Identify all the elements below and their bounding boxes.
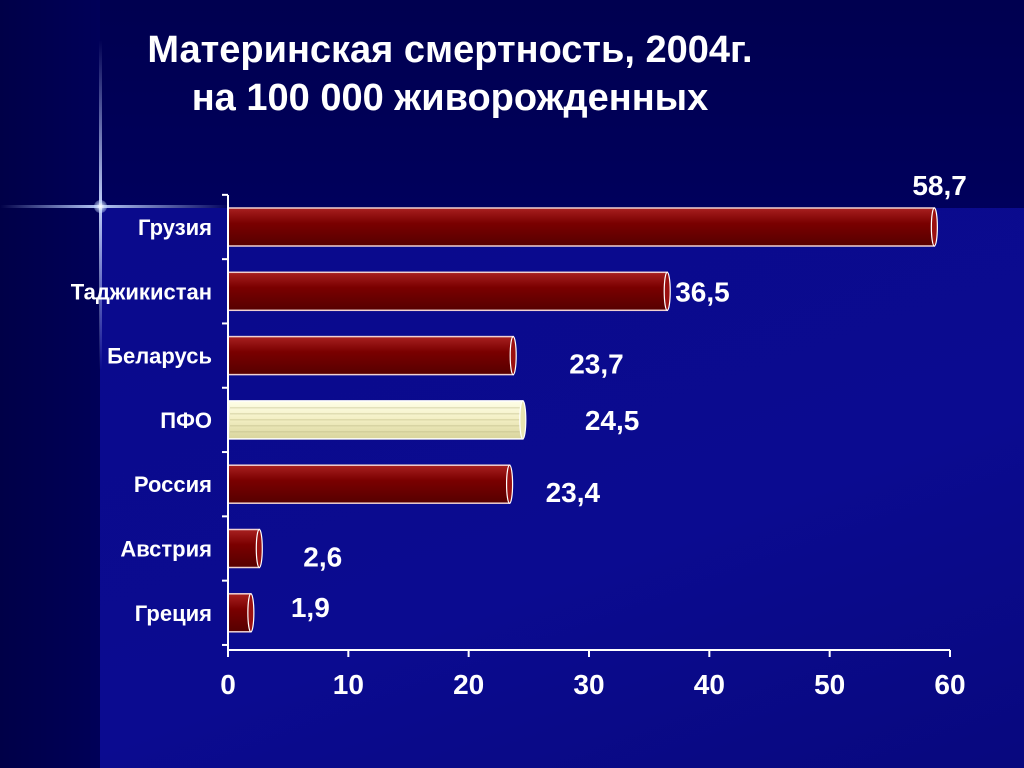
bar-end-cap [505,464,514,504]
category-label: Австрия [120,537,212,562]
data-label: 24,5 [585,405,640,436]
x-tick-label: 40 [694,669,725,700]
bar-end-cap [509,336,517,376]
chart-title-line2: на 100 000 живорожденных [191,77,709,119]
chart-title: Материнская смертность, 2004г. на 100 00… [100,26,800,122]
category-label: Россия [134,472,212,497]
category-label: Беларусь [107,344,212,369]
light-flare-horizontal [0,205,230,208]
category-label: ПФО [160,408,212,433]
data-label: 36,5 [675,276,730,307]
category-label: Грузия [138,215,212,240]
x-tick-label: 50 [814,669,845,700]
background-left-panel [0,0,100,768]
x-tick-label: 0 [220,669,236,700]
x-tick-label: 10 [333,669,364,700]
data-label: 23,7 [569,349,624,380]
bar-end-cap [519,400,527,440]
light-flare-star-icon [94,200,107,213]
bar [227,271,668,312]
data-label: 23,4 [546,477,601,508]
category-label: Таджикистан [71,279,212,304]
data-label: 1,9 [291,592,330,623]
background-top-panel [100,0,1024,208]
bar [227,207,936,247]
x-tick-label: 60 [934,669,965,700]
bar [227,528,261,569]
data-label: 2,6 [303,542,342,573]
bar [227,335,514,376]
bar-end-cap [663,271,671,311]
chart-marks: Грузия 58,7 Таджикистан 36,5 Беларусь 23,7 ПФО… [71,170,967,700]
category-label: Греция [135,601,212,626]
bar-end-cap [255,528,263,569]
x-tick-label: 20 [453,669,484,700]
chart-title-line1: Материнская смертность, 2004г. [147,29,753,71]
bar-end-cap [247,593,255,633]
x-tick-label: 30 [573,669,604,700]
bar-end-cap [930,207,938,247]
bar [227,464,511,504]
data-label: 58,7 [912,170,967,201]
